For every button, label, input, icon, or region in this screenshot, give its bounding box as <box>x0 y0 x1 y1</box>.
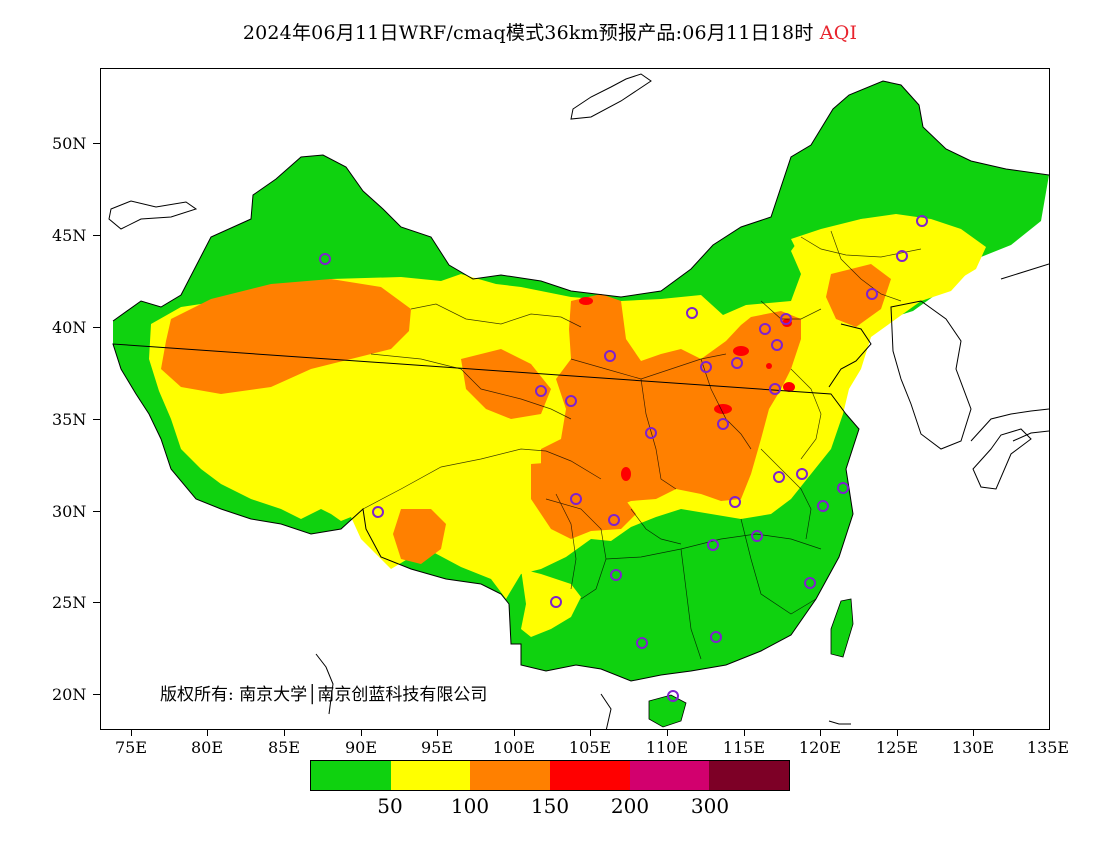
x-tick-label: 110E <box>645 738 689 757</box>
taiwan-island <box>830 598 854 658</box>
legend-label: 150 <box>530 794 570 818</box>
x-tick-label: 125E <box>875 738 919 757</box>
station-markers <box>319 215 928 702</box>
y-tick <box>93 235 100 237</box>
title-main: 2024年06月11日WRF/cmaq模式36km预报产品:06月11日18时 <box>242 22 814 44</box>
y-tick-label: 20N <box>52 685 87 704</box>
title-variable: AQI <box>819 22 858 44</box>
legend-label: 300 <box>690 794 730 818</box>
region-aqi-sensitive-tarim <box>161 279 411 394</box>
x-tick-label: 80E <box>190 738 224 757</box>
x-tick <box>284 730 286 736</box>
x-tick-label: 75E <box>114 738 148 757</box>
x-tick <box>820 730 822 736</box>
x-tick-label: 95E <box>420 738 454 757</box>
x-tick <box>514 730 516 736</box>
region-aqi-sensitive-ne <box>826 264 891 327</box>
y-tick-label: 50N <box>52 134 87 153</box>
x-tick-label: 115E <box>722 738 766 757</box>
legend-label: 50 <box>377 794 403 818</box>
y-tick-label: 45N <box>52 226 87 245</box>
china-border <box>112 80 1049 682</box>
x-tick <box>131 730 133 736</box>
y-tick-label: 35N <box>52 410 87 429</box>
map-frame <box>100 68 1050 730</box>
aqi-color-legend <box>310 760 790 791</box>
legend-swatch-5 <box>709 761 790 790</box>
legend-swatch-1 <box>390 761 471 790</box>
coastlines <box>108 73 1049 729</box>
y-tick-label: 30N <box>52 502 87 521</box>
legend-swatch-0 <box>311 761 391 790</box>
aqi-map <box>108 73 1049 729</box>
y-tick-label: 40N <box>52 318 87 337</box>
hainan-island <box>648 694 687 728</box>
x-tick-label: 105E <box>568 738 612 757</box>
legend-swatch-4 <box>629 761 710 790</box>
x-tick-label: 85E <box>267 738 301 757</box>
x-tick <box>897 730 899 736</box>
x-tick <box>744 730 746 736</box>
x-tick-label: 120E <box>798 738 842 757</box>
legend-swatch-3 <box>550 761 630 790</box>
x-tick <box>667 730 669 736</box>
y-tick <box>93 511 100 513</box>
y-tick <box>93 419 100 421</box>
y-tick <box>93 694 100 696</box>
legend-label: 200 <box>610 794 650 818</box>
x-tick <box>590 730 592 736</box>
map-title: 2024年06月11日WRF/cmaq模式36km预报产品:06月11日18时 … <box>0 18 1100 45</box>
x-tick-label: 100E <box>492 738 536 757</box>
x-tick-label: 135E <box>1026 738 1070 757</box>
y-tick <box>93 602 100 604</box>
x-tick <box>973 730 975 736</box>
x-tick <box>207 730 209 736</box>
y-tick <box>93 143 100 145</box>
region-aqi-sensitive-tibet <box>393 509 446 564</box>
legend-swatch-2 <box>470 761 551 790</box>
x-tick <box>437 730 439 736</box>
legend-label: 100 <box>450 794 490 818</box>
copyright-notice: 版权所有: 南京大学│南京创蓝科技有限公司 <box>160 685 488 705</box>
x-tick <box>361 730 363 736</box>
x-tick-label: 90E <box>344 738 378 757</box>
y-tick <box>93 327 100 329</box>
x-tick-label: 130E <box>951 738 995 757</box>
y-tick-label: 25N <box>52 593 87 612</box>
